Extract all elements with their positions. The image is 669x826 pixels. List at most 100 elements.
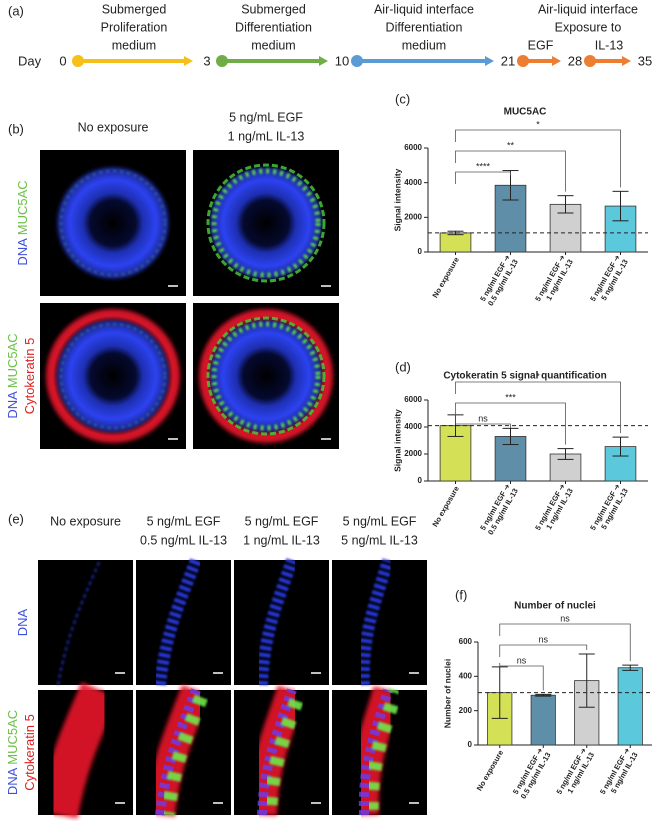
- x-tick-label-group: No exposure: [430, 484, 461, 528]
- x-tick-label-group: 5 ng/ml EGF ➔5 ng/ml IL-13: [598, 746, 640, 796]
- x-tick-label-group: No exposure: [475, 748, 506, 792]
- x-tick-label-group: 5 ng/ml EGF ➔0.5 ng/ml IL-13: [511, 746, 553, 800]
- channel-label: DNA MUC5AC: [15, 180, 30, 265]
- arrow-head: [552, 56, 561, 66]
- error-bar: [622, 664, 639, 671]
- y-tick-label: 6000: [404, 143, 422, 152]
- significance-bracket: [455, 381, 621, 434]
- significance-bracket: [499, 623, 631, 662]
- bar: [439, 232, 472, 253]
- micrograph: [38, 560, 133, 685]
- significance-label: ****: [476, 161, 491, 171]
- channel-label: Cytokeratin 5: [22, 338, 37, 415]
- column-label: 5 ng/mL EGF: [245, 514, 319, 528]
- significance-label: **: [507, 140, 515, 150]
- error-bar: [578, 653, 595, 708]
- column-label: 5 ng/mL EGF: [229, 110, 303, 124]
- error-bar: [557, 195, 574, 214]
- x-tick-label-group: No exposure: [430, 255, 461, 299]
- arrow-head: [622, 56, 631, 66]
- stain-green: [364, 688, 403, 816]
- x-tick-label: No exposure: [430, 255, 461, 299]
- column-label: No exposure: [78, 120, 149, 134]
- y-axis-label: Signal intensity: [392, 409, 402, 472]
- stain-blue: [53, 163, 173, 283]
- significance-bracket: [455, 150, 566, 192]
- channel-label: DNA MUC5AC: [5, 333, 20, 418]
- x-tick-label-group: 5 ng/ml EGF ➔1 ng/ml IL-13: [533, 482, 575, 532]
- stain-red: [348, 685, 403, 816]
- panel-label: (f): [455, 587, 467, 602]
- day-label: Day: [18, 53, 42, 68]
- stain-red: [38, 682, 119, 819]
- day-number: 3: [203, 53, 210, 68]
- column-label: 5 ng/mL EGF: [343, 514, 417, 528]
- timeline-start: [72, 55, 84, 67]
- stain-green: [161, 687, 211, 816]
- stain-blue: [56, 559, 102, 686]
- channel-label: DNA MUC5AC: [5, 710, 20, 795]
- panel-label: (a): [8, 3, 24, 18]
- bar: [530, 694, 556, 746]
- stain-green: [60, 170, 166, 276]
- chart-title: Number of nuclei: [514, 601, 596, 612]
- day-number: 35: [638, 53, 652, 68]
- stain-green: [211, 321, 321, 431]
- significance-bracket: [455, 171, 511, 184]
- channel-name: DNA: [15, 238, 30, 266]
- stage-label: Proliferation: [101, 20, 168, 34]
- panel-label: (b): [8, 121, 24, 136]
- stain-green: [60, 323, 166, 429]
- y-tick-label: 400: [459, 671, 473, 680]
- channel-name: MUC5AC: [5, 710, 20, 765]
- stage-label: IL-13: [595, 38, 624, 52]
- arrow-head: [184, 56, 193, 66]
- stage-label: Submerged: [241, 2, 306, 16]
- stain-red: [247, 685, 307, 816]
- y-tick-label: 2000: [404, 212, 422, 221]
- stage-label: Submerged: [102, 2, 167, 16]
- y-tick-label: 600: [459, 637, 473, 646]
- x-tick-label-group: 5 ng/ml EGF ➔1 ng/ml IL-13: [554, 746, 596, 796]
- y-tick-label: 200: [459, 706, 473, 715]
- stain-blue: [206, 316, 326, 436]
- significance-label: *: [536, 371, 540, 381]
- arrow-head: [319, 56, 328, 66]
- timeline-start: [216, 55, 228, 67]
- stage-group-label: Air-liquid interface: [538, 2, 638, 16]
- stage-label: Differentiation: [386, 20, 463, 34]
- stain-blue: [357, 558, 394, 686]
- channel-name: Cytokeratin 5: [22, 338, 37, 415]
- stage-group-label: Exposure to: [555, 20, 622, 34]
- channel-name: DNA: [5, 767, 20, 795]
- arrow-head: [485, 56, 494, 66]
- chart-title: Cytokeratin 5 signal quantification: [443, 371, 606, 382]
- column-label: 1 ng/mL IL-13: [243, 533, 320, 547]
- timeline-start: [584, 55, 596, 67]
- column-label: 0.5 ng/mL IL-13: [140, 533, 227, 547]
- significance-label: ns: [560, 613, 570, 623]
- significance-label: ns: [478, 413, 488, 423]
- error-bar: [535, 693, 552, 697]
- channel-name: DNA: [5, 391, 20, 419]
- column-label: 5 ng/mL EGF: [147, 514, 221, 528]
- stage-label: medium: [402, 38, 446, 52]
- error-bar: [612, 436, 629, 457]
- error-bar: [557, 448, 574, 460]
- day-number: 10: [335, 53, 349, 68]
- y-tick-label: 0: [418, 476, 423, 485]
- day-number: 0: [59, 53, 66, 68]
- significance-bracket: [455, 410, 511, 428]
- x-tick-label-group: 5 ng/ml EGF ➔5 ng/ml IL-13: [588, 482, 630, 532]
- day-number: 21: [501, 53, 515, 68]
- stage-label: EGF: [528, 38, 554, 52]
- stage-label: medium: [112, 38, 156, 52]
- error-bar: [447, 230, 464, 236]
- chart-title: MUC5AC: [504, 107, 547, 118]
- significance-label: *: [536, 119, 540, 129]
- stage-label: medium: [251, 38, 295, 52]
- stain-green: [211, 168, 321, 278]
- significance-bracket: [455, 129, 621, 188]
- significance-label: ns: [538, 634, 548, 644]
